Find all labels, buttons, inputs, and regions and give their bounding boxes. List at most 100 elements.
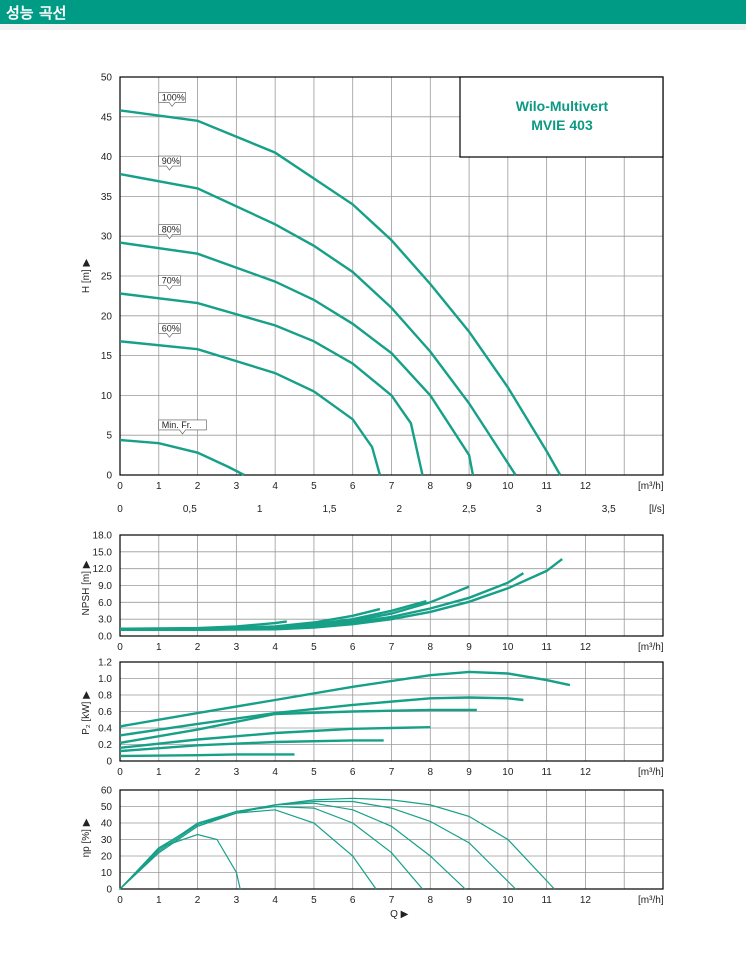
x-tick-label: 3 <box>234 481 240 492</box>
y-tick-label: 9.0 <box>98 581 112 592</box>
secondary-x-unit-label: [l/s] <box>649 504 665 515</box>
y-tick-label: 50 <box>101 802 113 813</box>
x-tick-label: 6 <box>350 642 356 653</box>
series-line-6 <box>119 438 245 477</box>
x-tick-label: 0 <box>117 767 123 778</box>
y-tick-label: 0 <box>106 471 112 482</box>
series-line-4 <box>119 292 424 476</box>
y-tick-label: 0.8 <box>98 691 112 702</box>
x-tick-label: 5 <box>311 481 317 492</box>
series-line-5 <box>119 800 517 890</box>
plot-frame <box>119 76 664 476</box>
y-tick-label: 0.0 <box>98 632 112 643</box>
series-line-1 <box>119 670 571 728</box>
series-line-4 <box>119 802 466 890</box>
x-tick-label: 5 <box>311 767 317 778</box>
y-tick-label: 60 <box>101 786 113 797</box>
y-tick-label: 0.2 <box>98 740 112 751</box>
x-tick-label: 9 <box>466 767 472 778</box>
x-tick-label: 2 <box>195 895 201 906</box>
y-axis-label: H [m] ▶ <box>81 259 92 294</box>
model-name-line1: Wilo-Multivert <box>516 98 609 114</box>
x-tick-label: 5 <box>311 895 317 906</box>
y-tick-label: 18.0 <box>93 531 113 542</box>
model-box-frame <box>459 76 664 158</box>
secondary-x-tick-label: 1 <box>257 504 263 515</box>
x-tick-label: 3 <box>234 642 240 653</box>
x-tick-label: 2 <box>195 481 201 492</box>
x-tick-label: 10 <box>502 642 514 653</box>
y-tick-label: 0 <box>106 885 112 896</box>
x-tick-label: 7 <box>389 642 395 653</box>
curve-label: 80% <box>162 225 180 235</box>
y-tick-label: 0.4 <box>98 724 112 735</box>
plot-frame <box>119 534 664 637</box>
x-tick-label: 8 <box>428 481 434 492</box>
y-tick-label: 30 <box>101 835 113 846</box>
y-tick-label: 45 <box>101 112 113 123</box>
series-line-6 <box>119 753 295 758</box>
x-tick-label: 4 <box>272 767 278 778</box>
x-tick-label: 12 <box>580 481 592 492</box>
y-tick-label: 20 <box>101 852 113 863</box>
x-tick-label: 1 <box>156 481 162 492</box>
x-tick-label: 8 <box>428 895 434 906</box>
y-tick-label: 20 <box>101 311 113 322</box>
x-tick-label: 2 <box>195 767 201 778</box>
x-tick-label: 0 <box>117 642 123 653</box>
y-tick-label: 6.0 <box>98 598 112 609</box>
y-tick-label: 50 <box>101 73 113 84</box>
chart-page: 0 5 10 15 20 25 30 35 40 45 50 0 1 2 3 4 5 6 7 8 9 10 11 12 [m³/… <box>0 30 746 978</box>
y-tick-label: 15 <box>101 351 113 362</box>
x-tick-label: 12 <box>580 895 592 906</box>
x-tick-label: 11 <box>541 481 552 492</box>
curve-label-box <box>158 322 181 338</box>
series-line-3 <box>119 805 423 890</box>
y-tick-label: 3.0 <box>98 615 112 626</box>
secondary-x-tick-label: 2 <box>396 504 402 515</box>
series-line-1 <box>119 109 562 476</box>
y-tick-label: 1.2 <box>98 658 112 669</box>
series-line-6 <box>119 797 555 890</box>
series-line-4 <box>119 726 431 749</box>
x-tick-label: 7 <box>389 895 395 906</box>
curve-label-box <box>158 92 186 107</box>
x-unit-label: [m³/h] <box>638 895 664 906</box>
y-tick-label: 10 <box>101 868 113 879</box>
curve-label: 70% <box>162 276 180 286</box>
y-tick-label: 15.0 <box>93 547 113 558</box>
y-tick-label: 5 <box>106 431 112 442</box>
curve-label: 90% <box>162 156 180 166</box>
y-tick-label: 12.0 <box>93 564 113 575</box>
series-line-2 <box>119 172 517 476</box>
y-tick-label: 0.6 <box>98 707 112 718</box>
x-tick-label: 11 <box>541 767 552 778</box>
header-bar: 성능 곡선 <box>0 0 746 24</box>
secondary-x-tick-label: 3 <box>536 504 542 515</box>
x-tick-label: 12 <box>580 642 592 653</box>
secondary-x-tick-label: 0,5 <box>183 504 197 515</box>
x-tick-label: 4 <box>272 895 278 906</box>
x-tick-label: 6 <box>350 895 356 906</box>
secondary-x-tick-label: 3,5 <box>602 504 616 515</box>
x-tick-label: 1 <box>156 895 162 906</box>
page-title: 성능 곡선 <box>6 4 67 22</box>
q-axis-label: Q ▶ <box>390 909 409 920</box>
secondary-x-tick-label: 0 <box>117 504 123 515</box>
x-tick-label: 1 <box>156 642 162 653</box>
plot-frame <box>119 661 664 762</box>
curve-label: 100% <box>162 92 185 102</box>
x-tick-label: 10 <box>502 481 514 492</box>
chart-panel-2: 0.03.06.09.012.015.018.00 1 2 3 4 5 6 7 8 9 10 11 12… <box>81 531 664 654</box>
series-line-3 <box>119 708 477 745</box>
secondary-x-tick-label: 2,5 <box>462 504 476 515</box>
y-tick-label: 30 <box>101 232 113 243</box>
x-tick-label: 12 <box>580 767 592 778</box>
y-tick-label: 40 <box>101 152 113 163</box>
curve-label-box <box>158 155 181 171</box>
x-tick-label: 10 <box>502 767 514 778</box>
series-line-5 <box>119 739 384 753</box>
curve-label-box <box>158 419 207 435</box>
